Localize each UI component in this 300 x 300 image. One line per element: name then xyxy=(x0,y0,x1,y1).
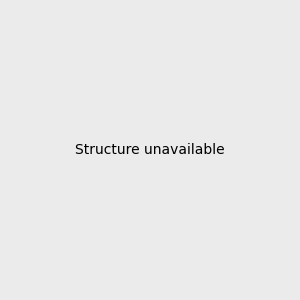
Text: Structure unavailable: Structure unavailable xyxy=(75,143,225,157)
